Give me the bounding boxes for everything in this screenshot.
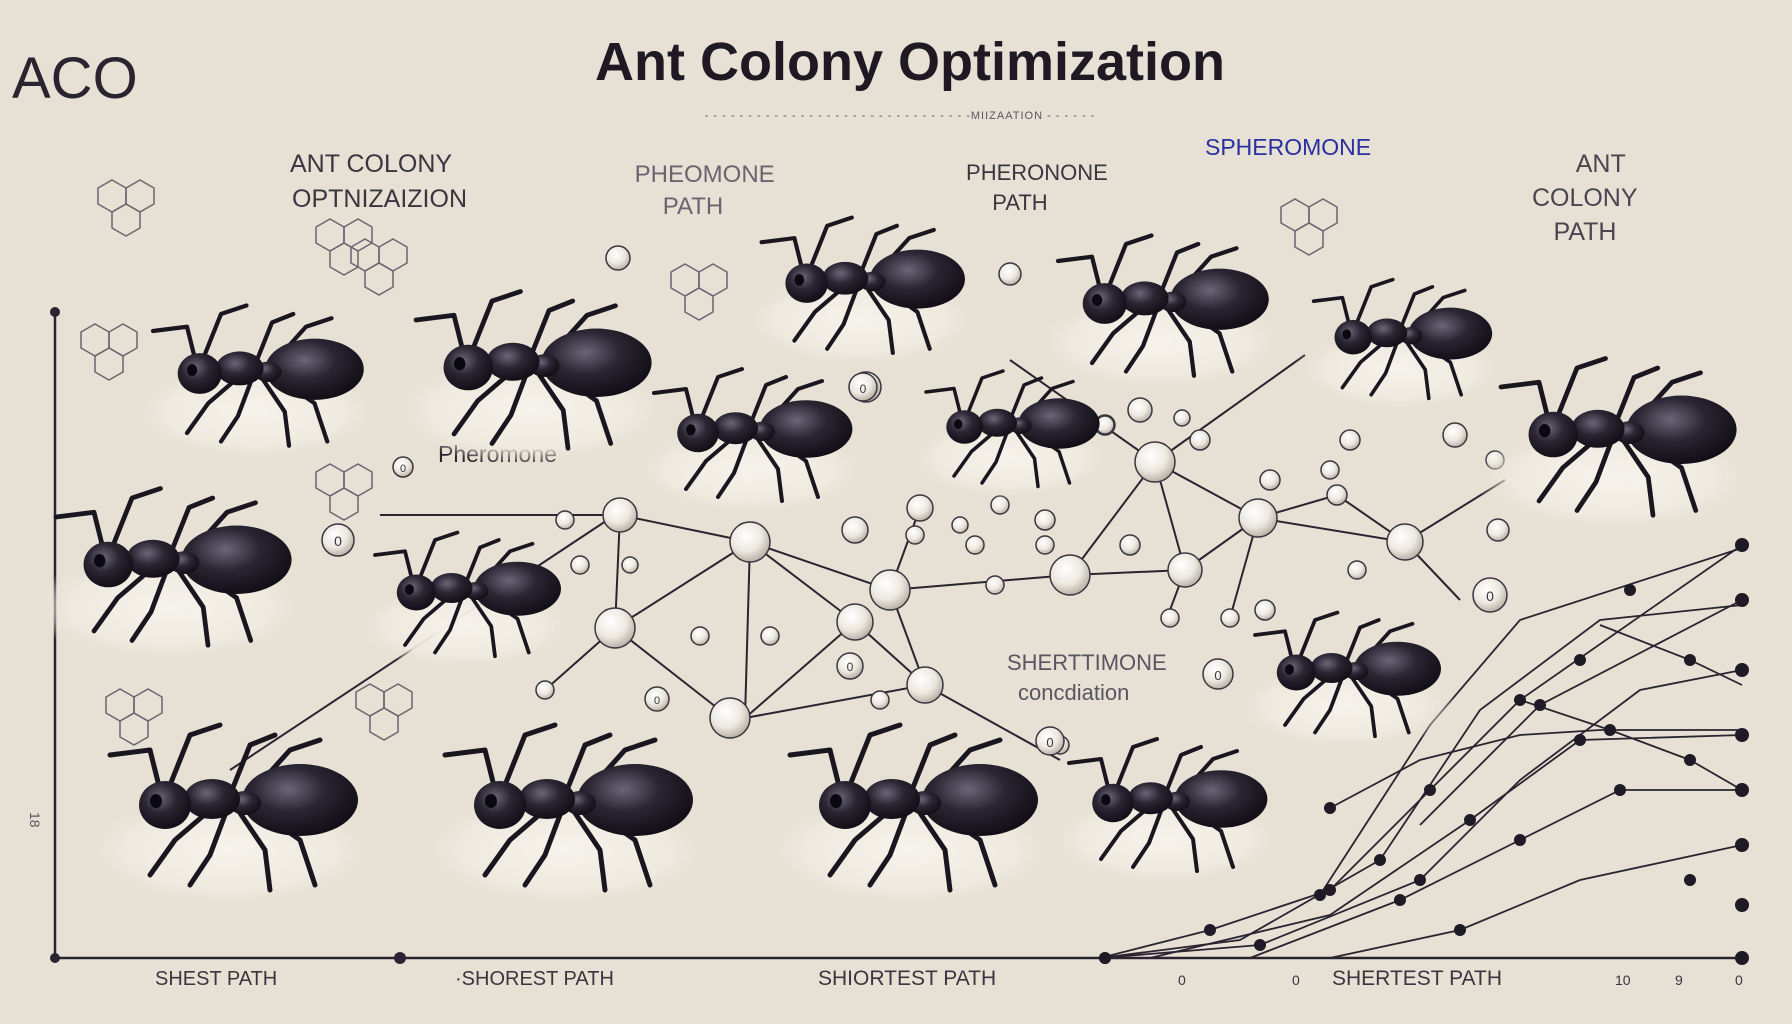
shertimone-label: SHERTTIMONE concdiation [1007,650,1173,705]
ant-figure [630,369,870,515]
axis-top-marker [50,307,60,317]
axis-tick-label: 0 [1735,972,1743,988]
title-subtitle: - - - - - - - - - - - - - - - - - - - - … [705,110,1096,122]
molecule-icon [97,179,155,237]
aco-abbreviation: ACO [12,46,138,111]
axis-label: SHIORTEST PATH [818,967,996,990]
molecule-icon [315,218,373,276]
ant-colony-path-label: ANT COLONY PATH [1532,150,1644,246]
molecule-icon [1280,198,1338,256]
ant-figure [350,530,580,672]
ant-figure [1290,277,1510,414]
axis-tick-label: 9 [1675,972,1683,988]
axis-origin-marker [50,953,60,963]
molecule-icon [105,688,163,746]
page-title: Ant Colony Optimization [595,32,1225,92]
svg-text:0: 0 [1486,588,1494,604]
molecule-icon [315,463,373,521]
ant-figure [415,725,715,908]
svg-text:0: 0 [1214,668,1221,683]
molecule-icon [670,263,728,321]
ant-figure [737,218,983,368]
ant-figure [388,292,673,466]
pheromone-particles [535,245,1510,755]
svg-text:0: 0 [334,533,342,549]
svg-text:0: 0 [1046,735,1053,750]
svg-text:0: 0 [847,660,854,674]
ant-figure [1045,739,1285,885]
ant-figure [1033,236,1288,392]
axis-tick-label: 0 [1292,972,1300,988]
ant-colony-label: ANT COLONY OPTNIZAIZION [290,150,467,213]
convergence-nodes [1099,538,1749,965]
axis-label: ·SHOREST PATH [455,968,614,990]
convergence-paths [1099,544,1743,959]
axis-tick-label: 0 [1178,972,1186,988]
svg-text:0: 0 [400,463,406,475]
ant-figure [80,725,380,908]
molecule-icon [355,683,413,741]
side-axis-label: 18 [27,812,43,828]
svg-text:0: 0 [860,382,867,396]
axis-label: SHERTEST PATH [1332,967,1502,990]
pheromone-path-label: PHEOMONE PATH [635,161,782,220]
ant-figure [1473,359,1758,533]
axis-label: SHEST PATH [155,968,277,990]
ant-figure [1230,610,1460,752]
ant-figure [760,725,1060,908]
pheromone-nodes [594,441,1424,739]
ant-figure [27,489,312,663]
molecule-icon [80,323,138,381]
axis-tick-label: 10 [1615,972,1631,988]
spheromone-label: SPHEROMONE [1205,134,1371,160]
ant-figure [128,306,383,462]
axis-marker [394,952,406,964]
molecule-icon [350,238,408,296]
svg-text:0: 0 [654,695,660,707]
glyph-particles: 0 0 0 0 0 0 0 0 [321,372,1508,756]
ant-figure [903,369,1117,501]
pheromone-path-label: PHERONONE PATH [966,160,1114,215]
